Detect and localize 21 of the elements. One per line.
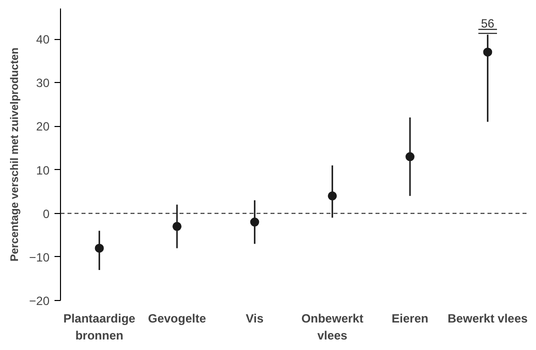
point — [172, 222, 182, 231]
x-tick-label: Bewerkt vlees — [448, 312, 528, 326]
x-tick-label: Onbewerkt vlees — [301, 312, 364, 342]
point — [94, 244, 104, 253]
y-tick-label: 10 — [36, 163, 50, 178]
y-tick-label: 30 — [36, 76, 50, 90]
y-tick-label: −10 — [29, 250, 50, 264]
y-axis-title: Percentage verschil met zuivelproducten — [9, 47, 22, 262]
y-tick-label: 20 — [36, 120, 50, 134]
point — [406, 152, 414, 162]
x-tick-label: Plantaardige bronnen — [63, 312, 136, 342]
point — [483, 48, 492, 57]
point — [328, 191, 337, 200]
y-tick-label: 0 — [42, 206, 50, 221]
x-tick-label: Eieren — [392, 312, 428, 326]
annotation: 56 — [480, 16, 495, 30]
x-tick-label: Vis — [246, 312, 264, 326]
y-tick-label: −20 — [29, 294, 50, 308]
point — [250, 218, 260, 227]
y-tick-label: 40 — [36, 32, 50, 47]
x-tick-label: Gevogelte — [148, 312, 206, 326]
